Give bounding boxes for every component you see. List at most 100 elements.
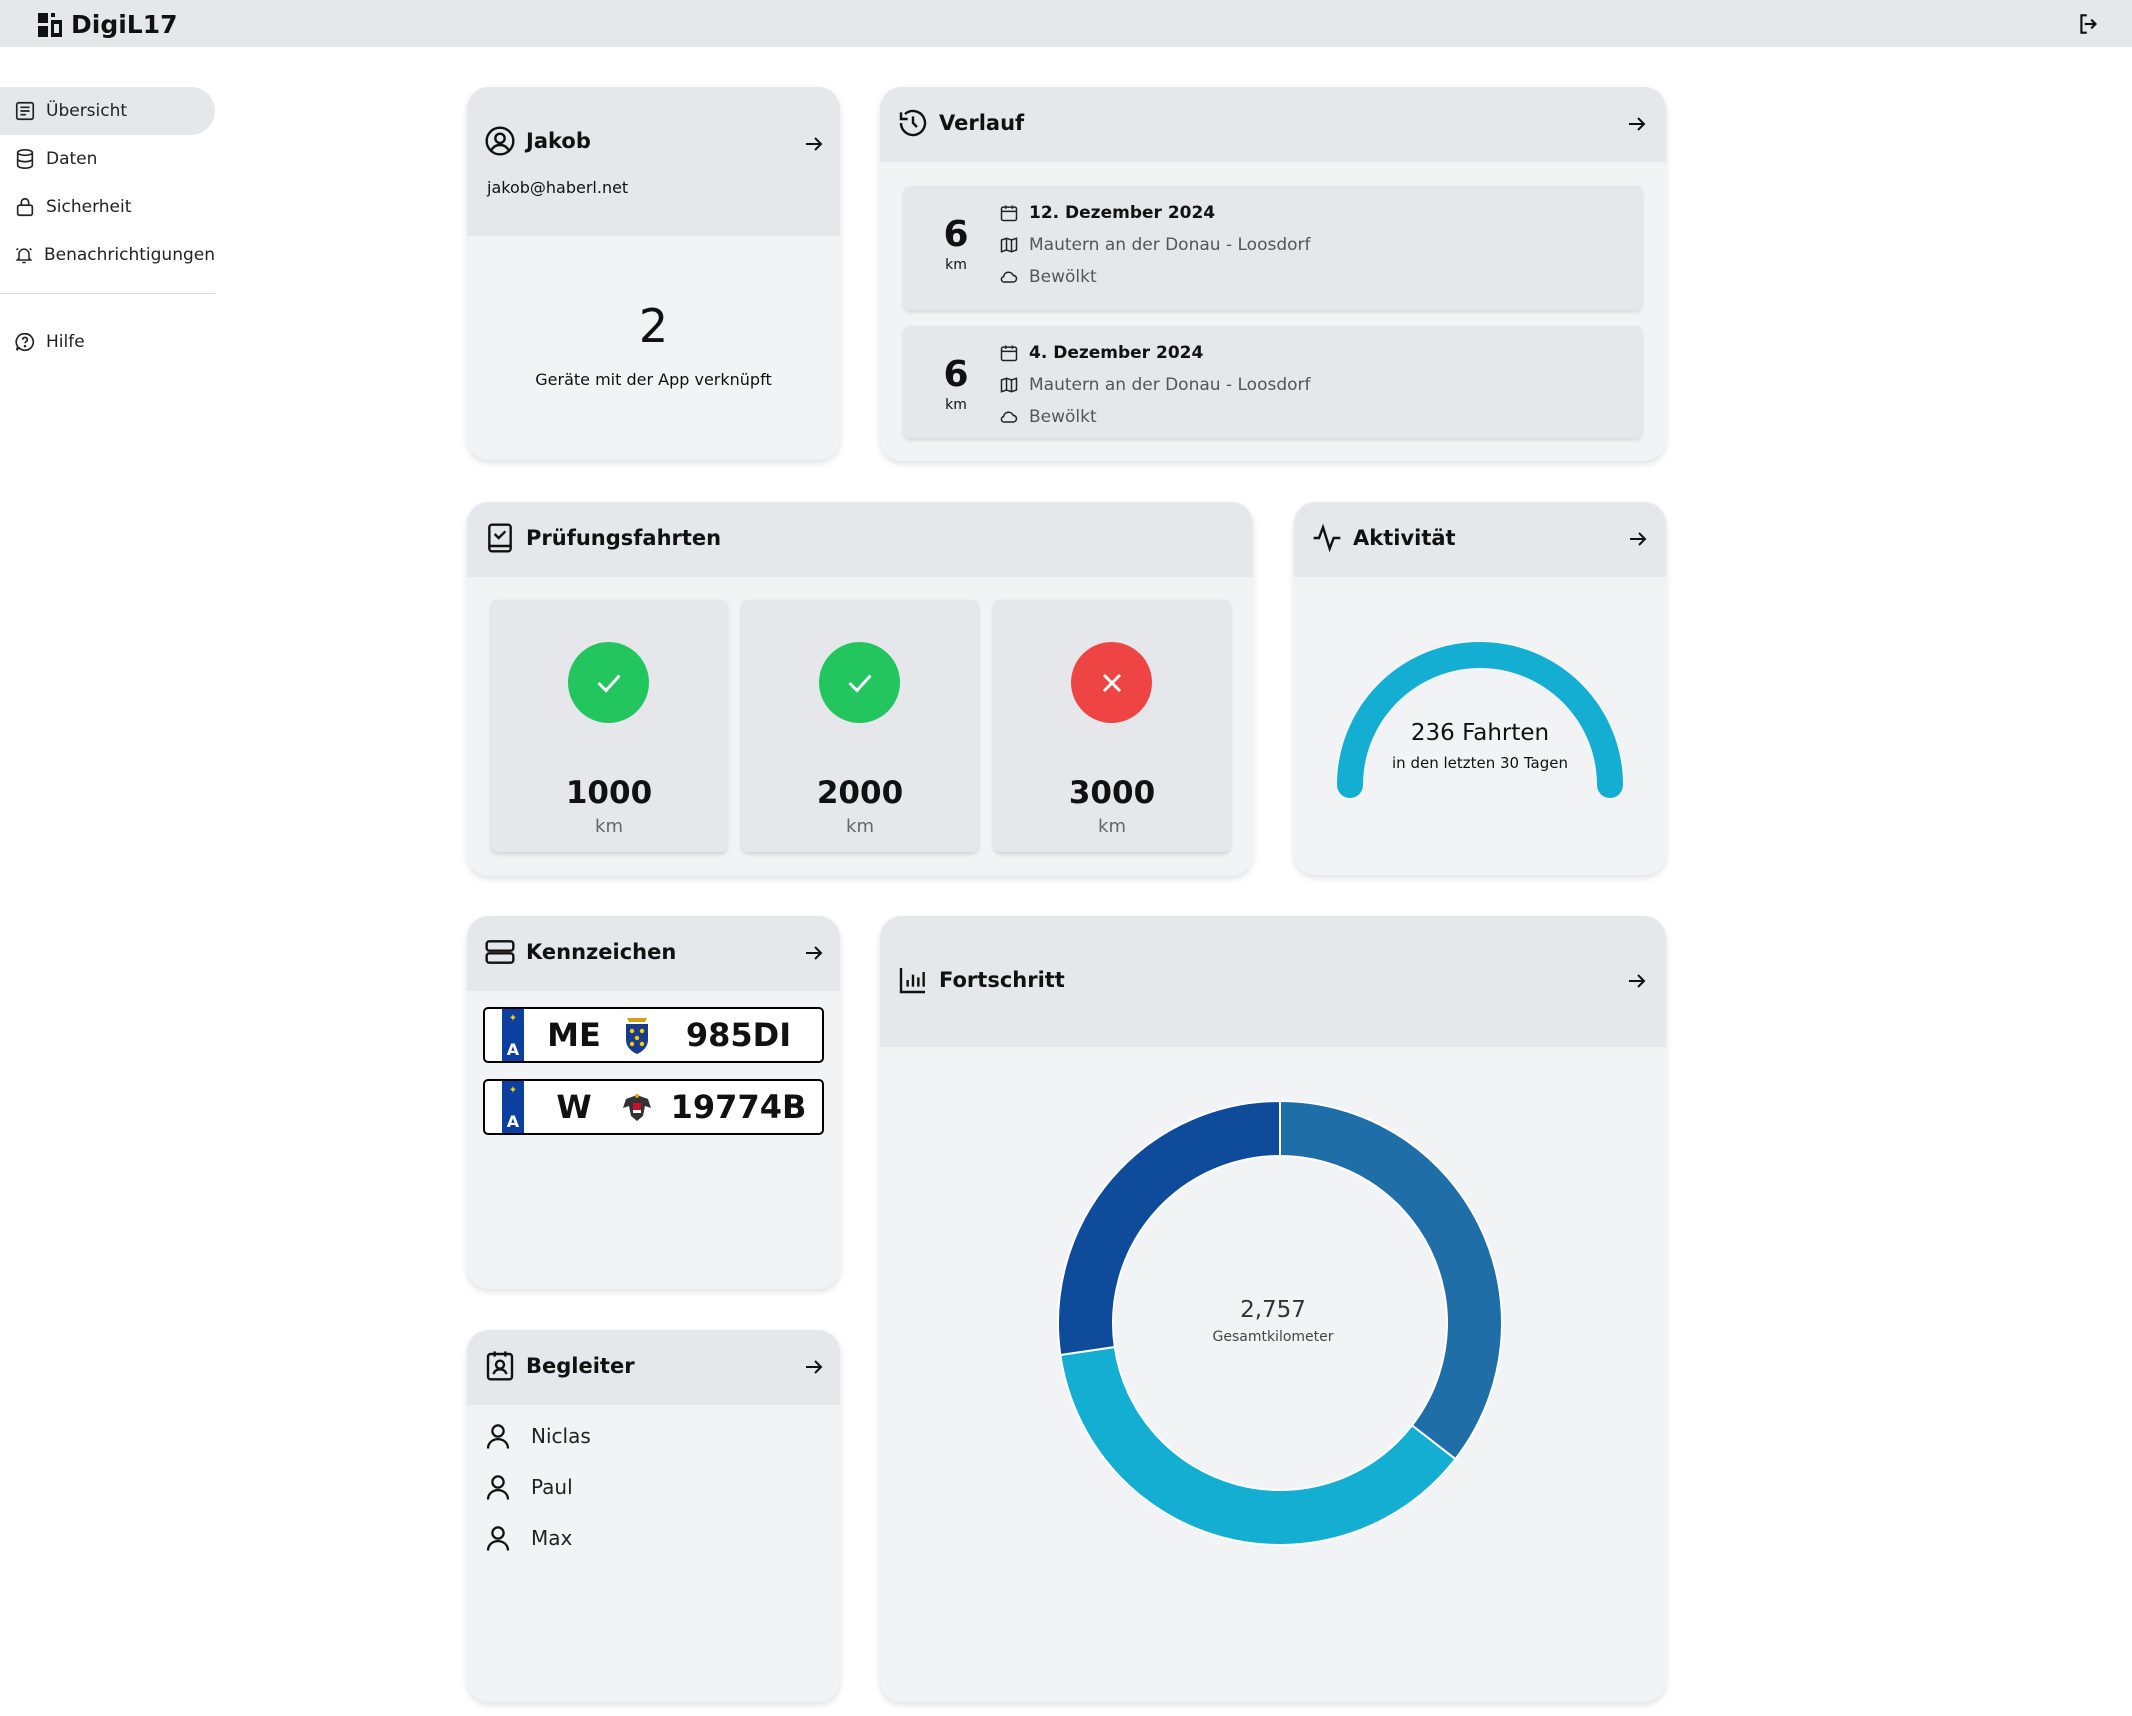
user-icon	[486, 1475, 510, 1500]
donut-slice-3[interactable]	[1057, 1099, 1281, 1357]
check-icon	[847, 673, 872, 693]
companion-item[interactable]: Max	[483, 1523, 572, 1553]
profile-name: Jakob	[526, 129, 591, 153]
top-bar: DigiL17	[0, 0, 2132, 47]
activity-card-header: Aktivität	[1294, 502, 1666, 577]
plate-district: W	[556, 1088, 592, 1126]
progress-total: 2,757	[1240, 1297, 1306, 1323]
donut-slice-1[interactable]	[1279, 1099, 1503, 1461]
donut-slice-2[interactable]	[1059, 1345, 1457, 1546]
exam-unit: km	[1098, 816, 1126, 837]
sidebar-divider	[0, 293, 215, 294]
check-icon	[596, 673, 621, 693]
bar-chart-icon	[899, 968, 925, 994]
plate-district: ME	[547, 1016, 601, 1054]
progress-card-header: Fortschritt	[880, 916, 1666, 1047]
sidebar-item-benachrichtigungen[interactable]: Benachrichtigungen	[0, 231, 215, 279]
license-plate[interactable]: ✦ A W 19774B	[483, 1079, 824, 1135]
activity-value: 236 Fahrten	[1410, 720, 1550, 746]
sidebar-item-label: Daten	[46, 149, 98, 169]
lock-icon	[16, 197, 34, 217]
plates-card-header: Kennzeichen	[467, 916, 840, 991]
austria-eagle-crest-icon	[619, 1085, 655, 1129]
exam-item[interactable]: 1000 km	[491, 600, 727, 852]
lower-austria-crest-icon	[619, 1013, 655, 1057]
trip-item[interactable]: 6 km 12. Dezember 2024 Mautern an der Don…	[904, 186, 1642, 310]
exam-value: 3000	[1068, 775, 1156, 811]
trip-weather: Bewölkt	[999, 407, 1097, 427]
exams-card: Prüfungsfahrten 1000 km 2000 km 3000 km	[467, 502, 1253, 876]
exams-title: Prüfungsfahrten	[526, 526, 722, 550]
activity-card: Aktivität 236 Fahrten in den letzten 30 …	[1294, 502, 1666, 875]
activity-pulse-icon	[1313, 523, 1341, 553]
history-card: Verlauf 6 km 12. Dezember 2024 Mautern an…	[880, 87, 1666, 461]
sidebar-item-label: Sicherheit	[46, 197, 132, 217]
contact-badge-icon	[486, 1351, 514, 1381]
exam-value: 1000	[565, 775, 653, 811]
checklist-book-icon	[488, 523, 512, 553]
sidebar-item-hilfe[interactable]: Hilfe	[0, 318, 215, 366]
trip-route: Mautern an der Donau - Loosdorf	[999, 235, 1311, 255]
user-icon	[486, 1526, 510, 1551]
license-plate[interactable]: ✦ A ME 985DI	[483, 1007, 824, 1063]
eu-country-strip: ✦ A	[502, 1081, 524, 1133]
plates-arrow-right-icon[interactable]	[802, 941, 826, 965]
history-title: Verlauf	[939, 111, 1025, 135]
trip-distance: 6 km	[943, 214, 969, 274]
history-card-header: Verlauf	[880, 87, 1666, 162]
devices-label: Geräte mit der App verknüpft	[535, 370, 772, 389]
sidebar-item-label: Benachrichtigungen	[43, 245, 215, 265]
profile-card-header: Jakob jakob@haberl.net	[467, 87, 840, 236]
eu-country-strip: ✦ A	[502, 1009, 524, 1061]
user-circle-icon	[485, 126, 515, 156]
companion-item[interactable]: Niclas	[483, 1421, 591, 1451]
exam-status-passed	[568, 642, 649, 723]
user-icon	[486, 1424, 510, 1449]
sidebar-item-label: Übersicht	[46, 101, 128, 121]
map-icon	[1000, 377, 1018, 393]
logout-icon[interactable]	[2076, 11, 2102, 37]
eu-stars-icon: ✦	[508, 1085, 518, 1096]
profile-arrow-right-icon[interactable]	[802, 132, 826, 156]
companions-card-header: Begleiter	[467, 1330, 840, 1405]
exam-value: 2000	[816, 775, 904, 811]
activity-sub: in den letzten 30 Tagen	[1392, 754, 1568, 772]
eu-stars-icon: ✦	[508, 1013, 518, 1024]
progress-arrow-right-icon[interactable]	[1625, 969, 1649, 993]
companion-name: Niclas	[531, 1424, 591, 1448]
plates-card: Kennzeichen ✦ A ME 985DI ✦ A W 19774B	[467, 916, 840, 1289]
exam-status-passed	[819, 642, 900, 723]
exam-item[interactable]: 2000 km	[742, 600, 978, 852]
exams-card-header: Prüfungsfahrten	[467, 502, 1253, 577]
trip-distance: 6 km	[943, 354, 969, 414]
companion-name: Paul	[531, 1475, 573, 1499]
exam-unit: km	[595, 816, 623, 837]
document-list-icon	[15, 101, 35, 121]
history-clock-icon	[899, 109, 927, 137]
exam-status-failed	[1071, 642, 1152, 723]
calendar-icon	[1000, 205, 1018, 222]
progress-donut-chart	[1057, 1099, 1503, 1546]
plates-title: Kennzeichen	[526, 940, 677, 964]
activity-arrow-right-icon[interactable]	[1626, 527, 1650, 551]
calendar-icon	[1000, 345, 1018, 362]
trip-item[interactable]: 6 km 4. Dezember 2024 Mautern an der Dona…	[904, 326, 1642, 438]
companion-item[interactable]: Paul	[483, 1472, 573, 1502]
plate-number: 985DI	[685, 1016, 792, 1054]
cloud-icon	[1000, 411, 1018, 423]
companion-name: Max	[531, 1526, 573, 1550]
exam-unit: km	[846, 816, 874, 837]
trip-date: 4. Dezember 2024	[999, 343, 1203, 363]
exam-item[interactable]: 3000 km	[994, 600, 1230, 852]
sidebar-item-uebersicht[interactable]: Übersicht	[0, 87, 215, 135]
logo-icon	[38, 12, 62, 37]
sidebar-item-sicherheit[interactable]: Sicherheit	[0, 183, 215, 231]
history-arrow-right-icon[interactable]	[1625, 112, 1649, 136]
sidebar-item-daten[interactable]: Daten	[0, 135, 215, 183]
trip-date: 12. Dezember 2024	[999, 203, 1215, 223]
companions-arrow-right-icon[interactable]	[802, 1355, 826, 1379]
close-icon	[1102, 673, 1121, 692]
progress-card: Fortschritt 2,757 Gesamtkilometer	[880, 916, 1666, 1702]
sidebar-item-label: Hilfe	[46, 332, 85, 352]
app-logo[interactable]: DigiL17	[37, 10, 178, 39]
